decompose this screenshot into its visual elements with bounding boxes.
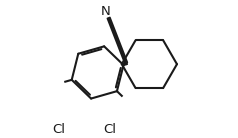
Text: N: N	[100, 5, 110, 18]
Text: Cl: Cl	[104, 123, 117, 136]
Text: Cl: Cl	[52, 123, 65, 136]
